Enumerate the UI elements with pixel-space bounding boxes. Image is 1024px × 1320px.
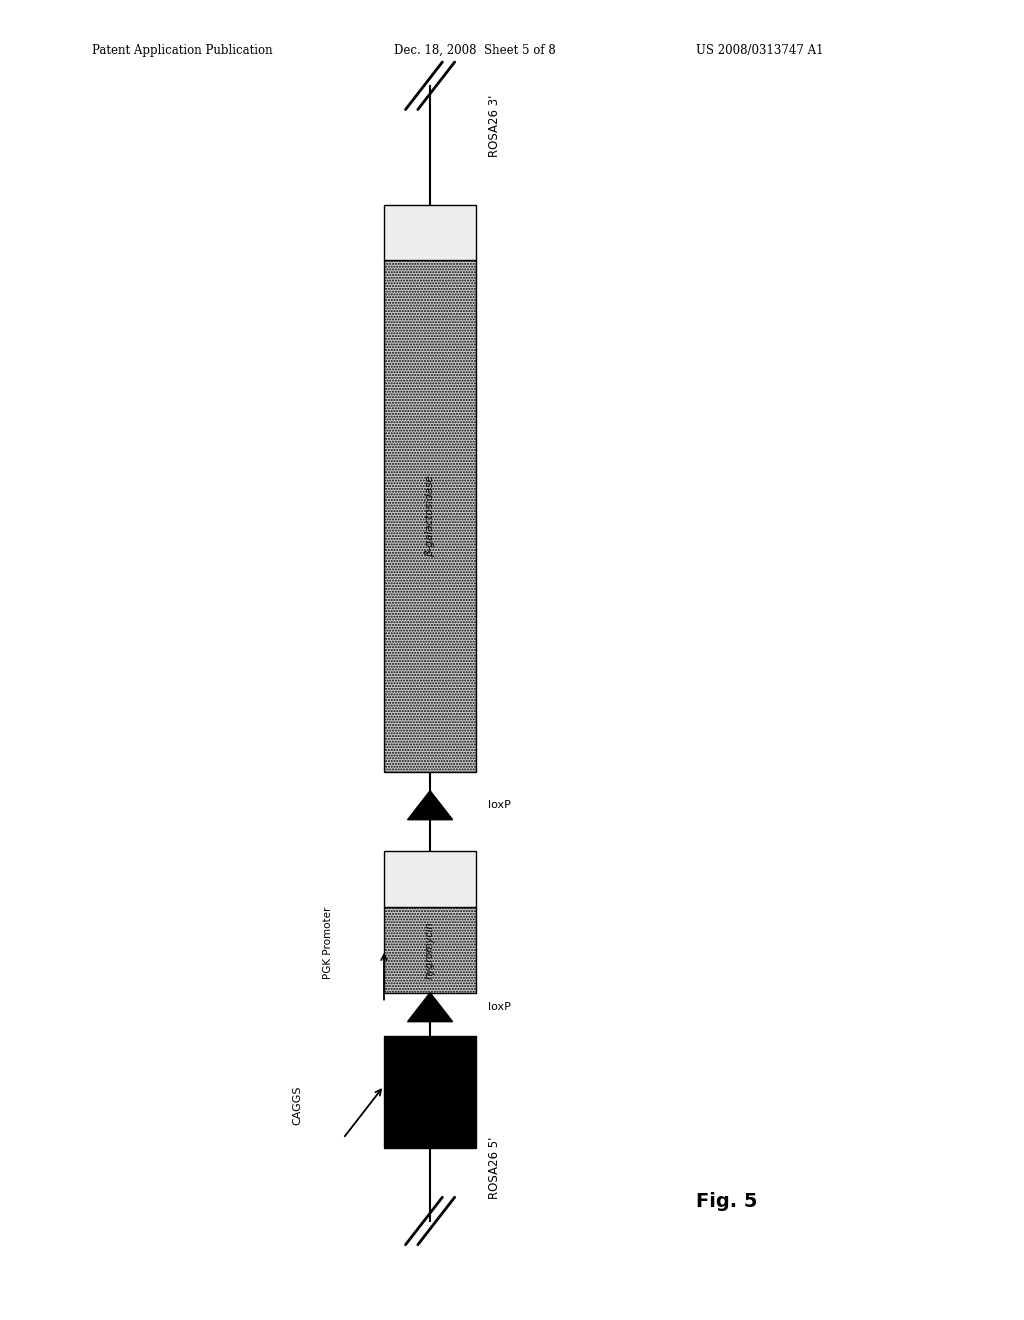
Bar — [384, 260, 476, 772]
Text: pA: pA — [425, 224, 435, 240]
Bar — [384, 1036, 476, 1148]
Text: loxP: loxP — [488, 800, 511, 810]
Text: ROSA26 5': ROSA26 5' — [488, 1137, 502, 1200]
Text: Dec. 18, 2008  Sheet 5 of 8: Dec. 18, 2008 Sheet 5 of 8 — [394, 44, 556, 57]
Text: Fig. 5: Fig. 5 — [696, 1192, 758, 1210]
Text: CAGGS: CAGGS — [292, 1086, 302, 1125]
Bar — [384, 851, 476, 907]
Text: pA: pA — [425, 873, 435, 886]
Text: PGK Promoter: PGK Promoter — [323, 907, 333, 979]
Polygon shape — [408, 791, 453, 820]
Text: loxP: loxP — [488, 1002, 511, 1012]
Text: β-galactosidase: β-galactosidase — [425, 475, 435, 557]
Text: ROSA26 3': ROSA26 3' — [488, 94, 502, 157]
Text: Patent Application Publication: Patent Application Publication — [92, 44, 272, 57]
Polygon shape — [408, 993, 453, 1022]
Text: US 2008/0313747 A1: US 2008/0313747 A1 — [696, 44, 824, 57]
Text: hygromycin: hygromycin — [425, 921, 435, 978]
Bar — [384, 907, 476, 993]
Bar — [384, 205, 476, 260]
